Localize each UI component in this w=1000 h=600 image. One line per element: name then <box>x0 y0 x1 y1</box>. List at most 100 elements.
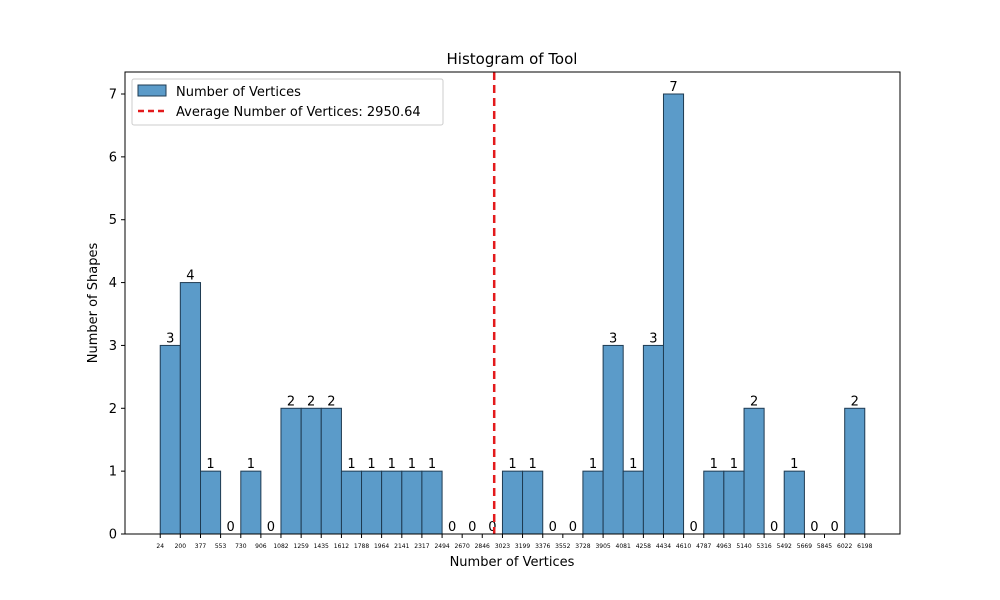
bar-count-label: 2 <box>327 394 335 409</box>
bar-count-label: 1 <box>428 457 436 472</box>
x-tick-label: 4610 <box>676 543 691 550</box>
y-tick-label: 7 <box>109 88 117 103</box>
bar-count-label: 0 <box>267 520 275 535</box>
y-tick-label: 0 <box>109 528 117 543</box>
histogram-bar <box>320 407 342 535</box>
x-tick-label: 5492 <box>777 543 792 550</box>
histogram-bar <box>401 470 423 535</box>
y-tick-label: 1 <box>109 465 117 480</box>
histogram-bar <box>783 470 805 535</box>
bar-count-label: 3 <box>649 331 657 346</box>
bar-count-label: 0 <box>448 520 456 535</box>
x-tick-label: 3905 <box>595 543 610 550</box>
bar-count-label: 1 <box>730 457 738 472</box>
histogram-bar <box>844 407 866 535</box>
bar-count-label: 1 <box>247 457 255 472</box>
x-tick-label: 3728 <box>575 543 590 550</box>
x-tick-label: 1435 <box>314 543 329 550</box>
x-tick-label: 553 <box>215 543 227 550</box>
x-tick-label: 5669 <box>797 543 812 550</box>
bar-count-label: 3 <box>166 331 174 346</box>
histogram-bar <box>340 470 363 535</box>
x-tick-label: 1082 <box>273 543 288 550</box>
bar-count-label: 4 <box>186 269 194 284</box>
histogram-bar <box>723 470 745 535</box>
bar-count-label: 0 <box>549 520 557 535</box>
x-tick-label: 906 <box>255 543 267 550</box>
y-axis-label: Number of Shapes <box>86 243 101 364</box>
x-tick-label: 5845 <box>817 543 832 550</box>
y-axis: 0 1 2 3 4 5 6 7 <box>109 88 125 543</box>
bar-count-label: 1 <box>529 457 537 472</box>
chart-title: Histogram of Tool <box>447 50 578 68</box>
bar-count-label: 1 <box>589 457 597 472</box>
x-tick-label: 2317 <box>414 543 429 550</box>
y-tick-label: 6 <box>109 150 117 165</box>
bar-count-label: 0 <box>468 520 476 535</box>
x-tick-label: 2846 <box>475 543 490 550</box>
histogram-bar <box>361 470 383 535</box>
x-tick-label: 24 <box>156 543 164 550</box>
histogram-bar <box>703 470 725 535</box>
x-tick-label: 5316 <box>756 543 771 550</box>
bar-count-label: 2 <box>750 394 758 409</box>
bar-count-label: 0 <box>488 520 496 535</box>
histogram-bar <box>280 407 302 535</box>
bar-count-label: 1 <box>508 457 516 472</box>
bar-count-label: 1 <box>367 457 375 472</box>
x-tick-label: 1964 <box>374 543 389 550</box>
histogram-bar <box>159 344 181 535</box>
x-tick-label: 4434 <box>656 543 671 550</box>
legend: Number of Vertices Average Number of Ver… <box>131 78 444 126</box>
bar-count-label: 2 <box>851 394 859 409</box>
histogram-bar <box>240 470 262 535</box>
bar-count-label: 3 <box>609 331 617 346</box>
x-tick-label: 2670 <box>455 543 470 550</box>
x-tick-label: 3376 <box>535 543 550 550</box>
bar-count-label: 0 <box>227 520 235 535</box>
x-tick-label: 5140 <box>736 543 751 550</box>
x-tick-label: 6198 <box>857 543 872 550</box>
x-tick-label: 3199 <box>515 543 530 550</box>
x-tick-label: 730 <box>235 543 247 550</box>
y-tick-label: 2 <box>109 402 117 417</box>
x-tick-label: 2141 <box>394 543 409 550</box>
histogram-bar <box>421 470 443 535</box>
bar-count-label: 7 <box>669 80 677 95</box>
histogram-bar <box>522 470 544 535</box>
histogram-bar <box>622 470 644 535</box>
x-axis-label: Number of Vertices <box>450 555 575 570</box>
histogram-bar <box>662 93 685 535</box>
x-tick-label: 4081 <box>616 543 631 550</box>
x-tick-label: 377 <box>195 543 207 550</box>
histogram-bar <box>501 470 524 535</box>
bars-group <box>159 93 866 535</box>
legend-box <box>131 78 444 126</box>
legend-bar-label: Number of Vertices <box>176 85 301 100</box>
histogram-bar <box>582 470 604 535</box>
bar-count-label: 1 <box>710 457 718 472</box>
x-tick-label: 4963 <box>716 543 731 550</box>
x-axis: 24 200 377 553 730 906 1082 1259 1435 1612 1788 196… <box>156 534 873 550</box>
bar-count-label: 0 <box>830 520 838 535</box>
bar-count-label: 1 <box>790 457 798 472</box>
x-tick-label: 200 <box>175 543 187 550</box>
histogram-bar <box>642 344 664 535</box>
y-tick-label: 5 <box>109 213 117 228</box>
bar-count-label: 2 <box>307 394 315 409</box>
x-tick-label: 4258 <box>636 543 651 550</box>
x-tick-label: 1788 <box>354 543 369 550</box>
bar-count-label: 0 <box>569 520 577 535</box>
legend-bar-swatch <box>137 84 167 97</box>
histogram-bar <box>179 282 202 535</box>
histogram-bar <box>381 470 403 535</box>
bar-count-label: 0 <box>690 520 698 535</box>
bar-count-label: 1 <box>206 457 214 472</box>
bar-count-label: 1 <box>388 457 396 472</box>
histogram-bar <box>743 407 765 535</box>
bar-count-label: 0 <box>810 520 818 535</box>
x-tick-label: 2494 <box>434 543 449 550</box>
bar-count-label: 1 <box>629 457 637 472</box>
